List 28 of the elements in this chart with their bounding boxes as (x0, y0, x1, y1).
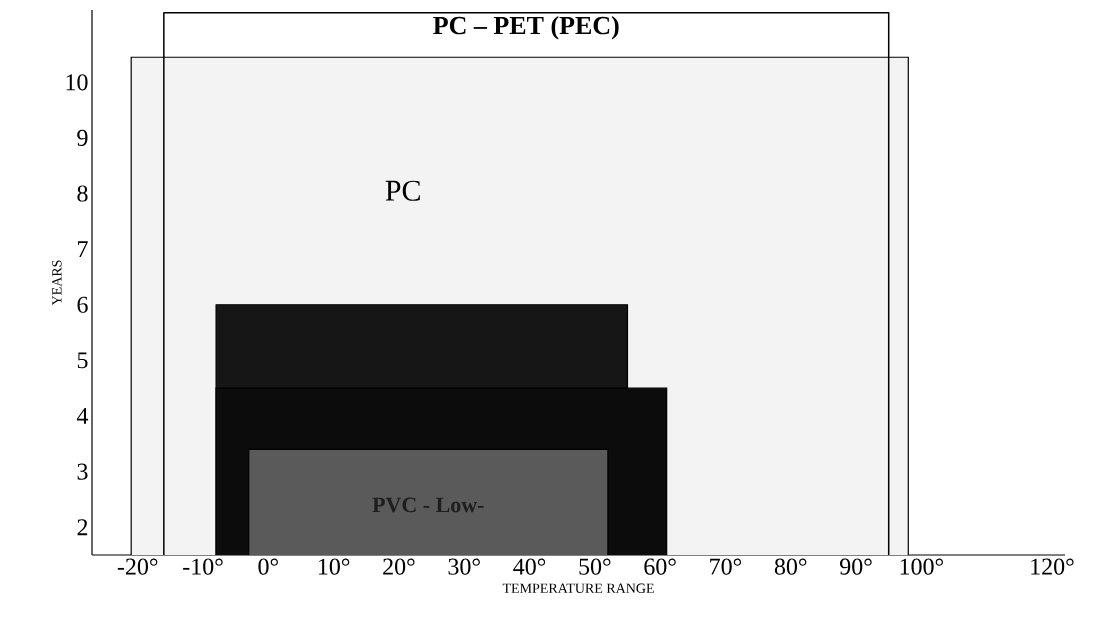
x-tick-label: 70° (710, 558, 742, 575)
x-tick-label: -10° (183, 558, 223, 575)
y-tick-label: 8 (77, 185, 88, 202)
series-label: PC (385, 180, 420, 201)
y-tick-label: 6 (77, 296, 88, 313)
y-tick-label: 9 (77, 129, 88, 146)
y-tick-label: 3 (77, 463, 88, 480)
x-tick-label: 90° (840, 558, 872, 575)
x-tick-label: -20° (117, 558, 158, 575)
x-tick-label: 40° (513, 558, 546, 575)
y-tick-label: 10 (66, 74, 88, 91)
series-label: PC – PET (PEC) (433, 15, 619, 40)
y-tick-label: 5 (77, 352, 88, 369)
x-tick-label: 20° (383, 558, 415, 575)
x-axis-title: TEMPERATURE RANGE (502, 583, 654, 594)
y-tick-label: 4 (76, 408, 89, 424)
x-tick-label: 50° (579, 558, 611, 575)
x-tick-label: 100° (900, 558, 943, 575)
y-tick-label: 2 (77, 519, 88, 536)
x-tick-label: 80° (774, 558, 807, 575)
x-tick-label: 30° (448, 558, 480, 575)
x-tick-label: 120° (1031, 558, 1074, 575)
x-tick-label: 60° (644, 558, 676, 575)
y-axis-title: YEARS (52, 260, 62, 306)
x-tick-label: 10° (318, 558, 350, 575)
series-label: PVC - Low- (372, 497, 484, 513)
x-tick-label: 0° (258, 558, 278, 575)
y-tick-label: 7 (78, 241, 88, 257)
